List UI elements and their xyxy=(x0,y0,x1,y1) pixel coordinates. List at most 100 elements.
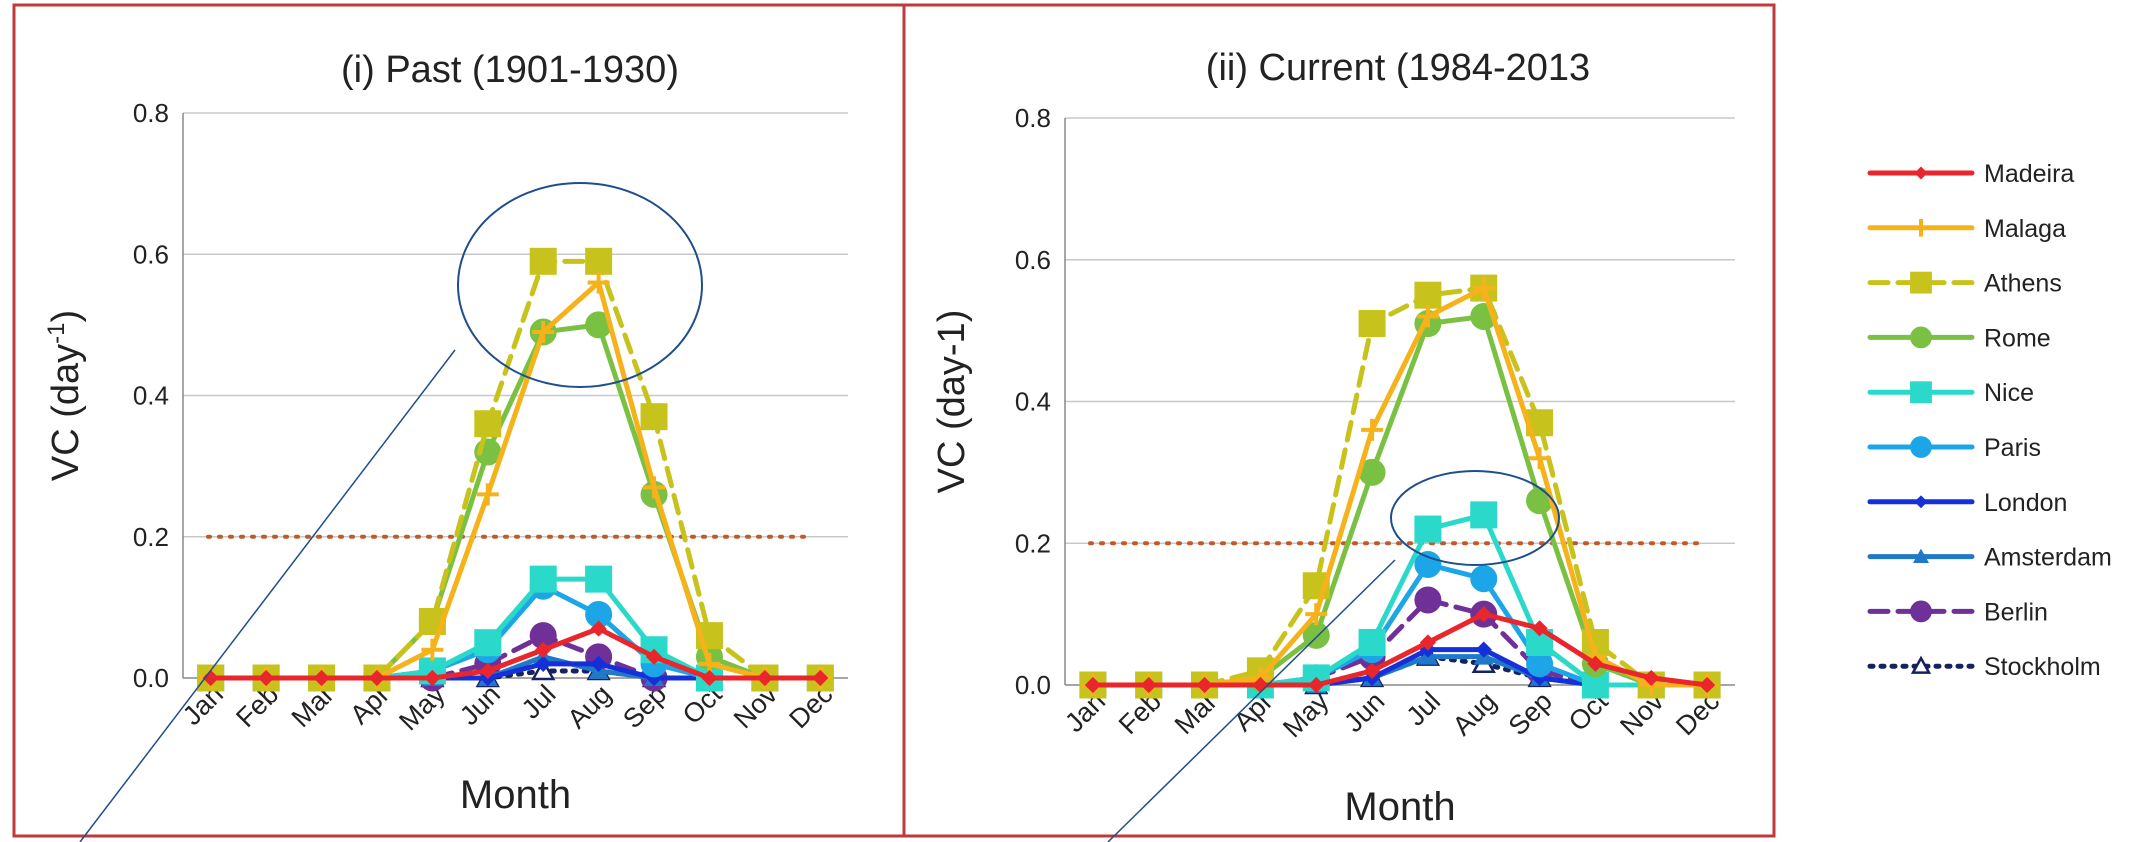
data-point-athens xyxy=(1414,281,1442,309)
legend-item-rome: Rome xyxy=(1867,324,2051,352)
legend-label: Berlin xyxy=(1984,598,2048,626)
legend-item-london: London xyxy=(1867,489,2067,517)
data-point-madeira xyxy=(1363,662,1381,679)
data-point-malaga xyxy=(532,320,555,343)
data-point-london xyxy=(1475,641,1492,658)
legend-item-athens: Athens xyxy=(1867,270,2062,298)
data-point-nice xyxy=(1470,501,1498,529)
data-point-madeira xyxy=(479,662,496,680)
legend-item-malaga: Malaga xyxy=(1867,215,2066,243)
y-tick-label: 0.2 xyxy=(133,522,169,552)
x-tick-label: Jul xyxy=(1401,686,1447,732)
data-point-athens xyxy=(474,410,502,438)
data-point-berlin xyxy=(1414,586,1442,614)
data-point-madeira xyxy=(1419,634,1437,651)
pointer-line xyxy=(1107,559,1396,842)
y-axis-label: VC (day-1) xyxy=(43,310,87,481)
series-athens xyxy=(1079,274,1721,699)
series-madeira xyxy=(202,620,829,687)
legend-marker xyxy=(1912,219,1930,237)
chart-title: (ii) Current (1984-2013 xyxy=(1206,47,1590,89)
data-point-malaga xyxy=(1361,418,1384,441)
legend-item-paris: Paris xyxy=(1867,434,2041,462)
data-point-madeira xyxy=(1140,676,1157,694)
legend-marker xyxy=(1910,381,1932,404)
data-point-madeira xyxy=(590,620,607,637)
data-point-malaga xyxy=(1528,447,1551,470)
x-tick-label: Aug xyxy=(1447,686,1502,741)
pointer-line xyxy=(79,349,456,842)
highlight-ellipse xyxy=(1390,470,1560,566)
data-point-athens xyxy=(529,247,557,275)
series-line-madeira xyxy=(1090,611,1710,688)
data-point-madeira xyxy=(645,648,663,665)
data-point-madeira xyxy=(258,669,275,687)
chart-title: (i) Past (1901-1930) xyxy=(341,49,679,91)
series-rome xyxy=(197,311,834,692)
legend-marker xyxy=(1910,271,1932,294)
series-line-rome xyxy=(208,322,823,681)
data-point-madeira xyxy=(368,669,386,687)
data-point-malaga xyxy=(476,483,499,506)
x-axis-label: Month xyxy=(460,773,571,817)
legend-label: Paris xyxy=(1984,434,2041,462)
data-point-madeira xyxy=(1475,606,1492,623)
data-point-nice xyxy=(1414,515,1442,543)
series-malaga xyxy=(199,271,832,689)
data-point-madeira xyxy=(424,669,441,687)
data-point-madeira xyxy=(313,669,330,687)
data-point-london xyxy=(535,655,552,672)
data-point-madeira xyxy=(812,669,829,687)
legend-marker xyxy=(1913,548,1929,563)
data-point-malaga xyxy=(1472,277,1495,300)
outer-frame xyxy=(12,3,1776,838)
data-point-athens xyxy=(640,403,668,431)
data-point-paris xyxy=(1414,551,1442,579)
legend-label: Malaga xyxy=(1984,215,2066,243)
data-point-london xyxy=(590,655,607,672)
legend-label: Athens xyxy=(1984,270,2062,298)
legend-label: Nice xyxy=(1984,379,2034,407)
legend-label: London xyxy=(1984,489,2067,517)
x-tick-label: Aug xyxy=(562,679,617,734)
data-point-malaga xyxy=(421,638,444,661)
legend-label: Madeira xyxy=(1984,160,2074,188)
data-point-madeira xyxy=(535,641,552,658)
data-point-madeira xyxy=(1587,655,1604,672)
legend-label: Rome xyxy=(1984,324,2051,352)
series-athens xyxy=(197,247,834,692)
chart-panel-past: (i) Past (1901-1930) 0.0 0.2 0.4 0.6 0.8 VC (d… xyxy=(43,49,848,817)
data-point-athens xyxy=(585,247,613,275)
legend-marker xyxy=(1910,600,1932,623)
data-point-nice xyxy=(474,629,502,657)
legend-item-nice: Nice xyxy=(1867,379,2034,407)
data-point-nice xyxy=(1358,628,1386,656)
data-point-madeira xyxy=(1084,676,1102,694)
highlight-ellipse xyxy=(457,182,703,388)
y-tick-label: 0.0 xyxy=(133,663,169,693)
x-tick-label: Jun xyxy=(1338,686,1390,738)
data-point-athens xyxy=(1358,310,1386,338)
data-point-malaga xyxy=(1416,305,1439,328)
data-point-nice xyxy=(585,565,613,593)
y-tick-label: 0.4 xyxy=(1015,387,1051,417)
annotations xyxy=(79,182,1560,842)
x-tick-label: May xyxy=(1277,686,1335,744)
legend-marker xyxy=(1910,655,1932,674)
x-tick-label: Jul xyxy=(516,679,562,725)
data-point-madeira xyxy=(701,669,718,687)
legend: Madeira Malaga Athens Rome Nice Paris London Am… xyxy=(1867,160,2112,681)
data-point-malaga xyxy=(1305,603,1328,626)
y-tick-label: 0.4 xyxy=(133,381,169,411)
data-point-madeira xyxy=(756,669,773,687)
y-tick-label: 0.8 xyxy=(133,98,169,128)
legend-item-madeira: Madeira xyxy=(1867,160,2074,188)
y-tick-label: 0.8 xyxy=(1015,103,1051,133)
data-point-madeira xyxy=(202,669,219,687)
y-axis-label: VC (day-1) xyxy=(931,310,973,494)
data-point-malaga xyxy=(587,271,610,294)
legend-marker xyxy=(1914,495,1928,509)
legend-marker xyxy=(1914,166,1928,180)
legend-label: Stockholm xyxy=(1984,653,2101,681)
y-tick-label: 0.2 xyxy=(1015,528,1051,558)
